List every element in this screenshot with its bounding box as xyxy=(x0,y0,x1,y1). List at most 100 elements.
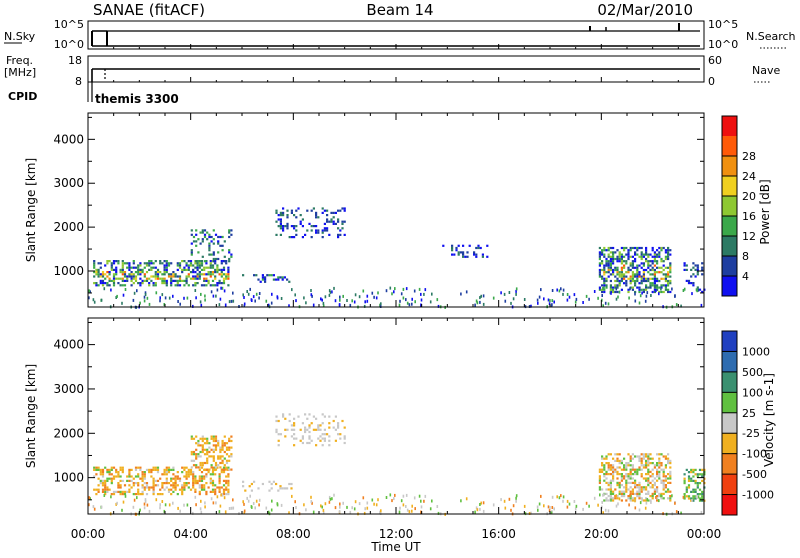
echo-cell xyxy=(137,273,140,276)
echo-cell xyxy=(206,453,209,456)
echo-cell xyxy=(623,266,626,269)
echo-cell xyxy=(185,264,188,267)
echo-cell xyxy=(126,475,129,478)
echo-cell xyxy=(610,498,612,502)
echo-cell xyxy=(651,484,654,487)
velocity-colorbar-swatch xyxy=(722,474,737,495)
echo-cell xyxy=(255,499,258,503)
echo-cell xyxy=(276,295,279,299)
echo-cell xyxy=(178,479,182,482)
echo-cell xyxy=(605,481,608,484)
echo-cell xyxy=(161,486,164,489)
echo-cell xyxy=(682,289,685,292)
echo-cell xyxy=(156,479,160,482)
echo-cell xyxy=(170,493,173,496)
echo-cell xyxy=(212,238,215,241)
echo-cell xyxy=(101,273,105,276)
echo-cell xyxy=(222,488,226,491)
echo-cell xyxy=(408,303,411,307)
echo-cell xyxy=(195,240,198,243)
echo-cell xyxy=(475,246,478,250)
echo-cell xyxy=(669,499,672,502)
echo-cell xyxy=(696,268,699,271)
echo-cell xyxy=(612,468,615,471)
echo-cell xyxy=(667,481,670,484)
echo-cell xyxy=(206,238,209,241)
echo-cell xyxy=(317,424,320,427)
echo-cell xyxy=(614,286,617,289)
echo-cell xyxy=(662,268,665,272)
echo-cell xyxy=(134,475,138,478)
echo-cell xyxy=(612,497,615,500)
echo-cell xyxy=(208,235,211,239)
echo-cell xyxy=(209,284,212,287)
echo-cell xyxy=(667,290,670,294)
echo-cell xyxy=(625,499,628,502)
echo-cell xyxy=(134,493,138,496)
echo-cell xyxy=(101,284,105,287)
echo-cell xyxy=(253,274,256,277)
echo-cell xyxy=(337,218,340,221)
echo-cell xyxy=(692,490,695,493)
echo-cell xyxy=(603,271,606,274)
echo-cell xyxy=(172,473,175,476)
echo-cell xyxy=(603,246,606,250)
echo-cell xyxy=(204,294,206,298)
echo-cell xyxy=(465,497,468,501)
echo-cell xyxy=(375,296,378,300)
echo-cell xyxy=(685,279,688,282)
echo-cell xyxy=(697,288,700,292)
echo-cell xyxy=(221,235,224,239)
beam-title: Beam 14 xyxy=(366,1,433,19)
echo-cell xyxy=(326,433,329,436)
echo-cell xyxy=(272,274,275,277)
echo-cell xyxy=(187,264,190,267)
echo-cell xyxy=(638,495,641,498)
echo-cell xyxy=(228,455,231,458)
power-colorbar-label: Power [dB] xyxy=(758,179,772,244)
echo-cell xyxy=(609,268,612,272)
echo-cell xyxy=(286,216,289,219)
echo-cell xyxy=(662,473,665,476)
echo-cell xyxy=(366,506,369,510)
echo-cell xyxy=(634,273,637,276)
echo-cell xyxy=(161,473,164,476)
echo-cell xyxy=(148,277,151,280)
echo-cell xyxy=(656,453,659,456)
echo-cell xyxy=(101,473,105,476)
echo-cell xyxy=(638,484,641,487)
echo-cell xyxy=(638,301,641,305)
echo-cell xyxy=(255,274,258,277)
echo-cell xyxy=(616,286,619,289)
echo-cell xyxy=(177,300,179,303)
echo-cell xyxy=(288,413,291,416)
echo-cell xyxy=(598,262,601,265)
echo-cell xyxy=(638,497,641,500)
echo-cell xyxy=(620,246,623,250)
echo-cell xyxy=(104,264,107,267)
echo-cell xyxy=(216,282,219,285)
echo-cell xyxy=(609,473,612,476)
echo-cell xyxy=(616,290,619,294)
echo-cell xyxy=(451,249,454,252)
echo-cell xyxy=(187,268,190,271)
echo-cell xyxy=(616,268,619,272)
echo-cell xyxy=(625,475,628,478)
echo-cell xyxy=(653,466,656,469)
echo-cell xyxy=(178,264,182,267)
echo-cell xyxy=(203,284,206,287)
echo-cell xyxy=(625,484,628,487)
echo-cell xyxy=(607,499,610,502)
echo-cell xyxy=(614,275,617,278)
echo-cell xyxy=(598,257,601,261)
echo-cell xyxy=(227,482,230,485)
echo-cell xyxy=(218,473,221,476)
echo-cell xyxy=(333,286,335,290)
echo-cell xyxy=(154,284,157,287)
echo-cell xyxy=(664,288,667,291)
echo-cell xyxy=(310,236,313,239)
echo-cell xyxy=(385,289,388,293)
echo-cell xyxy=(455,249,458,252)
echo-cell xyxy=(95,493,98,496)
echo-cell xyxy=(192,482,195,485)
